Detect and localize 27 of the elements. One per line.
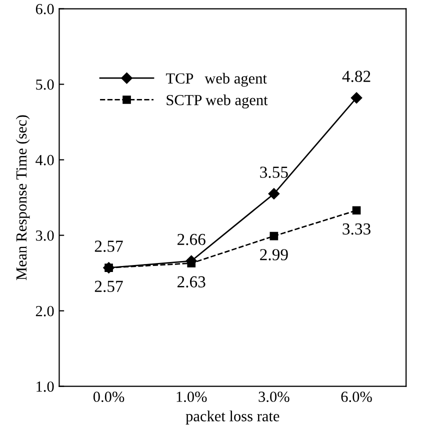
point <box>268 188 280 200</box>
data-label: 3.33 <box>342 223 370 235</box>
x-tick-label: 0.0% <box>93 392 124 402</box>
x-tick-label: 3.0% <box>258 392 290 402</box>
x-tick-label: 6.0% <box>341 392 372 402</box>
point <box>270 232 278 240</box>
data-label: 4.82 <box>342 70 370 82</box>
y-tick-label: 2.0 <box>36 306 54 316</box>
point <box>187 259 196 268</box>
data-label: 2.99 <box>260 249 288 260</box>
y-tick-label: 3.0 <box>36 230 54 241</box>
x-tick-label: 1.0% <box>176 392 207 402</box>
y-tick-label: 1.0 <box>36 381 54 392</box>
data-label: 2.57 <box>94 280 123 292</box>
y-tick-label: 4.0 <box>36 154 54 166</box>
y-tick-label: 5.0 <box>36 79 54 90</box>
point <box>352 206 361 215</box>
data-label: 2.66 <box>178 234 206 246</box>
legend-label: SCTP web agent <box>166 94 268 108</box>
point <box>350 92 362 104</box>
y-axis-title: Mean Response Time (sec) <box>16 115 30 280</box>
data-label: 3.55 <box>260 166 288 178</box>
data-label: 2.57 <box>94 240 123 252</box>
legend-label: TCP web agent <box>166 72 267 87</box>
data-label: 2.63 <box>178 276 206 288</box>
x-axis-title: packet loss rate <box>186 410 280 424</box>
y-tick-label: 6.0 <box>36 4 54 14</box>
